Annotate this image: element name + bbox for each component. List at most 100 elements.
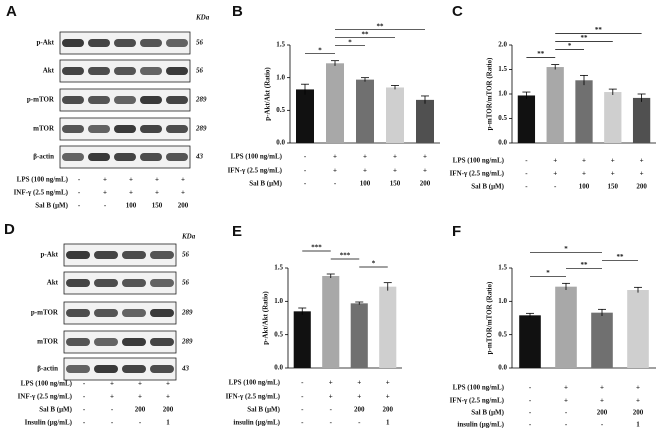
condition-mark: + bbox=[423, 153, 427, 161]
condition-mark: + bbox=[329, 379, 333, 387]
significance-label: ** bbox=[377, 22, 385, 30]
protein-label: Akt bbox=[47, 279, 59, 287]
condition-mark: + bbox=[363, 167, 367, 175]
y-tick-label: 0.0 bbox=[274, 364, 283, 372]
y-tick-label: 0.0 bbox=[498, 364, 507, 372]
condition-mark: 1 bbox=[636, 421, 640, 428]
blot-band bbox=[62, 67, 84, 75]
condition-label: LPS (100 ng/mL) bbox=[453, 384, 505, 392]
condition-mark: + bbox=[564, 384, 568, 392]
y-tick-label: 1.0 bbox=[498, 90, 507, 98]
y-tick-label: 2.0 bbox=[498, 41, 507, 49]
blot-band bbox=[122, 251, 146, 259]
condition-mark: - bbox=[529, 384, 532, 392]
bar bbox=[519, 315, 541, 368]
condition-mark: 200 bbox=[420, 180, 431, 188]
condition-mark: + bbox=[138, 380, 142, 388]
condition-mark: - bbox=[554, 183, 557, 191]
condition-mark: 150 bbox=[152, 202, 163, 210]
blot-frame bbox=[63, 243, 177, 267]
significance-label: ** bbox=[595, 26, 603, 34]
condition-mark: - bbox=[78, 176, 81, 184]
bar bbox=[604, 92, 622, 143]
condition-label: insulin (μg/mL) bbox=[233, 419, 280, 427]
panel-letter: C bbox=[452, 3, 463, 20]
condition-mark: + bbox=[129, 189, 133, 197]
bar bbox=[416, 99, 434, 143]
condition-mark: - bbox=[304, 167, 307, 175]
condition-mark: + bbox=[110, 380, 114, 388]
condition-mark: - bbox=[78, 202, 81, 210]
condition-mark: - bbox=[529, 397, 532, 405]
condition-mark: 200 bbox=[633, 409, 644, 417]
condition-mark: 200 bbox=[636, 183, 647, 191]
condition-mark: + bbox=[357, 393, 361, 401]
y-tick-label: 1.0 bbox=[276, 73, 285, 81]
blot-band bbox=[62, 125, 84, 133]
condition-mark: 200 bbox=[383, 406, 394, 414]
protein-label: p-Akt bbox=[40, 251, 58, 259]
blot-band bbox=[94, 251, 118, 259]
blot-band bbox=[166, 125, 188, 133]
condition-label: Sal B (μM) bbox=[35, 202, 68, 210]
condition-mark: + bbox=[636, 397, 640, 405]
condition-label: IFN-γ (2.5 ng/mL) bbox=[228, 167, 283, 175]
condition-mark: 200 bbox=[597, 409, 608, 417]
condition-mark: + bbox=[611, 170, 615, 178]
condition-mark: + bbox=[582, 157, 586, 165]
blot-band bbox=[88, 39, 110, 47]
blot-band bbox=[66, 309, 90, 317]
y-axis-label: p-mTOR/mTOR (Ratio) bbox=[486, 281, 494, 354]
significance-label: * bbox=[372, 260, 376, 268]
condition-mark: + bbox=[181, 189, 185, 197]
bar bbox=[322, 276, 340, 368]
kda-label: 289 bbox=[181, 338, 193, 346]
kda-label: 289 bbox=[195, 125, 207, 133]
condition-mark: - bbox=[83, 393, 86, 401]
condition-mark: + bbox=[181, 176, 185, 184]
y-tick-label: 1.0 bbox=[274, 297, 283, 305]
condition-mark: - bbox=[529, 421, 532, 428]
condition-mark: - bbox=[104, 202, 107, 210]
condition-label: Sal B (μM) bbox=[471, 409, 504, 417]
condition-mark: + bbox=[357, 379, 361, 387]
condition-mark: 1 bbox=[386, 419, 390, 427]
blot-band bbox=[66, 251, 90, 259]
y-tick-label: 0.5 bbox=[498, 114, 507, 122]
condition-mark: + bbox=[166, 380, 170, 388]
blot-band bbox=[122, 365, 146, 373]
condition-mark: + bbox=[155, 176, 159, 184]
y-axis-label: p-mTOR/mTOR (Ratio) bbox=[486, 57, 494, 130]
significance-label: ** bbox=[362, 30, 370, 38]
blot-band bbox=[140, 153, 162, 161]
blot-band bbox=[114, 67, 136, 75]
condition-mark: + bbox=[600, 384, 604, 392]
y-tick-label: 1.5 bbox=[498, 65, 507, 73]
blot-band bbox=[114, 153, 136, 161]
bar bbox=[350, 303, 368, 368]
bar bbox=[326, 63, 344, 143]
blot-frame bbox=[63, 330, 177, 354]
bar bbox=[386, 87, 404, 143]
condition-label: LPS (100 ng/mL) bbox=[231, 153, 283, 161]
condition-label: LPS (100 ng/mL) bbox=[21, 380, 73, 388]
kda-label: 56 bbox=[196, 67, 204, 75]
protein-label: p-mTOR bbox=[31, 309, 59, 317]
condition-mark: - bbox=[565, 421, 568, 428]
significance-label: * bbox=[564, 245, 568, 253]
condition-mark: - bbox=[111, 406, 114, 414]
y-tick-label: 1.0 bbox=[498, 297, 507, 305]
condition-label: INF-γ (2.5 ng/mL) bbox=[18, 393, 73, 401]
blot-band bbox=[94, 309, 118, 317]
y-tick-label: 1.5 bbox=[276, 41, 285, 49]
condition-label: Insulin (μg/mL) bbox=[25, 419, 73, 427]
condition-mark: - bbox=[330, 419, 333, 427]
condition-mark: - bbox=[83, 406, 86, 414]
significance-label: * bbox=[568, 42, 572, 50]
blot-band bbox=[114, 125, 136, 133]
significance-label: *** bbox=[340, 252, 351, 260]
condition-label: Sal B (μM) bbox=[249, 180, 282, 188]
bar bbox=[555, 286, 577, 368]
kda-label: 56 bbox=[182, 279, 190, 287]
condition-mark: 200 bbox=[163, 406, 174, 414]
